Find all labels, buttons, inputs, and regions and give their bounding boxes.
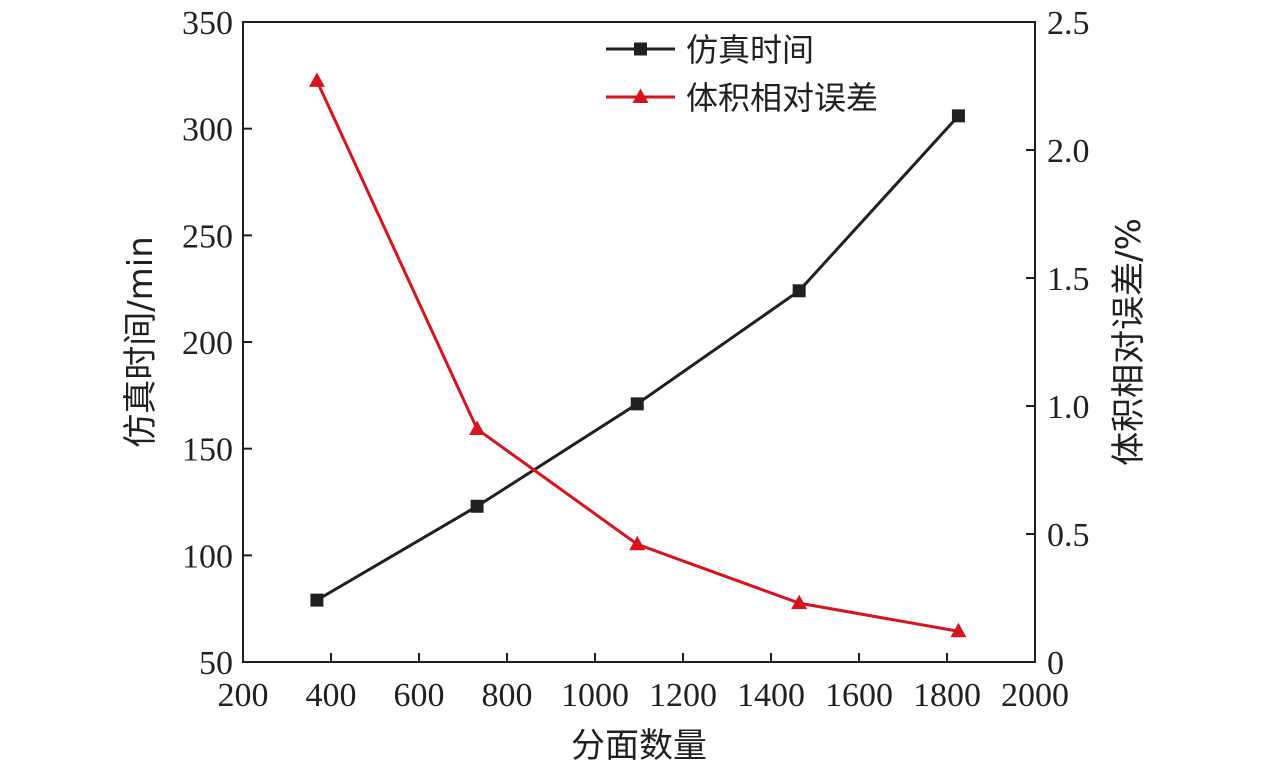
y-right-tick-label: 2.0 <box>1047 133 1090 170</box>
x-tick-label: 1200 <box>649 677 717 714</box>
y-right-tick-label: 1.5 <box>1047 261 1090 298</box>
legend-item: 体积相对误差 <box>606 79 878 117</box>
data-point <box>470 499 484 513</box>
data-point <box>630 397 644 411</box>
data-point <box>950 622 967 638</box>
legend-label: 体积相对误差 <box>686 79 878 117</box>
y-right-tick-label: 0 <box>1047 645 1064 682</box>
x-tick-label: 1000 <box>561 677 629 714</box>
data-point <box>308 72 325 87</box>
y-axis-left-title: 仿真时间/min <box>121 236 161 448</box>
legend-label: 仿真时间 <box>686 31 814 69</box>
x-axis-title: 分面数量 <box>571 726 707 766</box>
x-tick-label: 2000 <box>1001 677 1069 714</box>
legend-item: 仿真时间 <box>606 31 814 69</box>
data-point <box>629 535 646 551</box>
y-left-tick-label: 50 <box>199 645 233 682</box>
y-left-tick-label: 250 <box>182 218 233 255</box>
data-point <box>791 594 808 610</box>
series-1 <box>310 109 965 607</box>
y-right-tick-label: 1.0 <box>1047 389 1090 426</box>
data-point <box>951 109 965 123</box>
legend-marker <box>632 88 649 103</box>
y-left-tick-label: 100 <box>182 538 233 575</box>
y-left-tick-label: 200 <box>182 325 233 362</box>
x-tick-label: 200 <box>218 677 269 714</box>
x-tick-label: 600 <box>394 677 445 714</box>
y-left-tick-label: 300 <box>182 112 233 149</box>
legend-marker <box>634 42 647 56</box>
x-tick-label: 1800 <box>913 677 981 714</box>
data-point <box>310 593 324 607</box>
y-left-tick-label: 350 <box>182 5 233 42</box>
series-line <box>316 114 960 602</box>
y-axis-right: 0 0.5 1.0 1.5 2.0 2.5 <box>1026 5 1090 682</box>
plot-frame <box>242 21 1036 663</box>
data-point <box>792 284 806 298</box>
y-axis-right-title: 体积相对误差/% <box>1109 218 1149 466</box>
x-tick-label: 1400 <box>737 677 805 714</box>
x-tick-label: 800 <box>482 677 533 714</box>
x-tick-label: 1600 <box>825 677 893 714</box>
series-2 <box>308 72 967 638</box>
y-axis-left: 50 100 150 200 250 300 350 <box>182 5 252 682</box>
x-axis: 200 400 600 800 1000 1200 1400 1600 1800 2000 <box>218 653 1069 714</box>
data-point <box>469 420 486 436</box>
x-tick-label: 400 <box>306 677 357 714</box>
y-right-tick-label: 2.5 <box>1047 5 1090 42</box>
series-layer <box>308 72 967 638</box>
y-right-tick-label: 0.5 <box>1047 517 1090 554</box>
y-left-tick-label: 150 <box>182 432 233 469</box>
